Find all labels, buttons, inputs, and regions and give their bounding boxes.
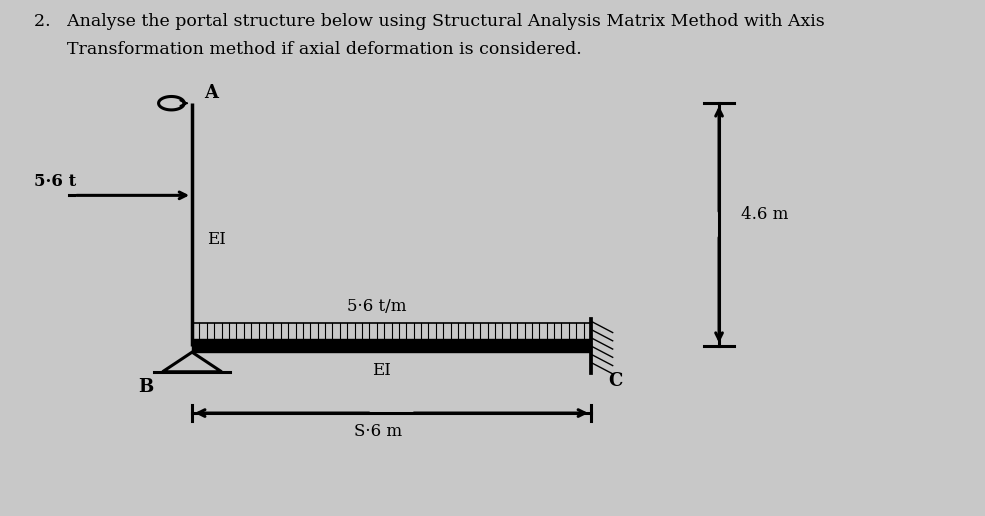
FancyBboxPatch shape: [192, 340, 591, 352]
Text: EI: EI: [207, 231, 226, 248]
Text: A: A: [204, 84, 218, 102]
Text: 5·6 t/m: 5·6 t/m: [347, 298, 407, 315]
Text: Transformation method if axial deformation is considered.: Transformation method if axial deformati…: [34, 41, 582, 58]
Text: 5·6 t: 5·6 t: [34, 173, 77, 190]
Text: EI: EI: [371, 362, 391, 379]
Text: B: B: [138, 378, 153, 396]
Text: 2.   Analyse the portal structure below using Structural Analysis Matrix Method : 2. Analyse the portal structure below us…: [34, 13, 825, 30]
Text: S·6 m: S·6 m: [355, 423, 402, 440]
Text: C: C: [609, 372, 624, 390]
Text: 4.6 m: 4.6 m: [741, 206, 788, 223]
